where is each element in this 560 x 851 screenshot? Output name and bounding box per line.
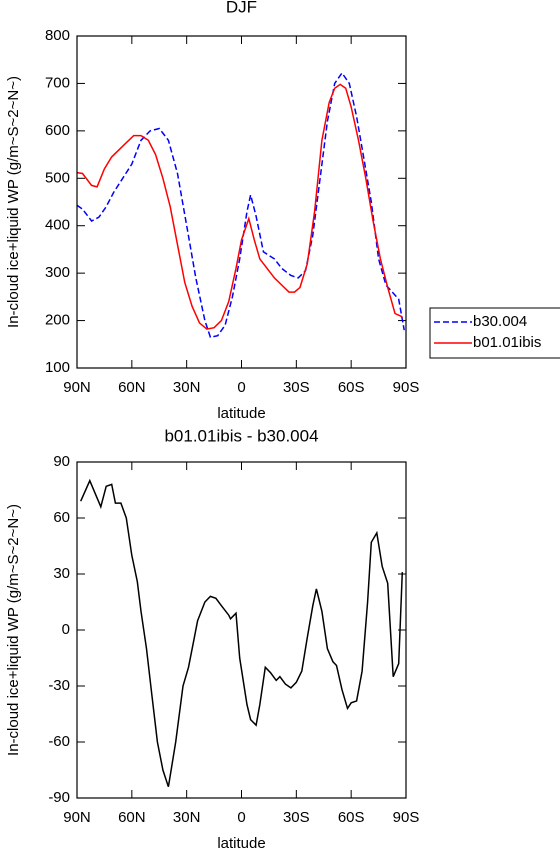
x-axis-label: latitude	[217, 835, 265, 851]
chart-title: b01.01ibis - b30.004	[164, 426, 318, 445]
y-tick-label: 600	[45, 122, 70, 139]
data-line	[80, 478, 404, 788]
data-line	[76, 83, 403, 330]
y-tick-label: -30	[48, 677, 70, 694]
x-tick-label: 90N	[63, 379, 91, 396]
y-tick-label: 800	[45, 27, 70, 44]
plot-frame	[76, 35, 407, 369]
legend-label: b01.01ibis	[473, 334, 541, 351]
x-tick-label: 60N	[118, 809, 146, 826]
x-tick-label: 0	[237, 379, 245, 396]
y-tick-label: 100	[45, 359, 70, 376]
chart-title: DJF	[226, 0, 257, 16]
x-tick-label: 90S	[393, 809, 420, 826]
y-tick-label: 400	[45, 217, 70, 234]
x-tick-label: 60N	[118, 379, 146, 396]
x-tick-label: 30N	[173, 809, 201, 826]
y-tick-label: 200	[45, 312, 70, 329]
x-tick-label: 30S	[283, 809, 310, 826]
x-tick-label: 30S	[283, 379, 310, 396]
y-tick-label: 30	[53, 565, 70, 582]
x-tick-label: 60S	[338, 809, 365, 826]
x-tick-label: 0	[237, 809, 245, 826]
y-axis-label: In-cloud ice+liquid WP (g/m~S~2~N~)	[5, 76, 22, 328]
y-tick-label: -90	[48, 789, 70, 806]
x-axis-label: latitude	[217, 405, 265, 422]
y-axis-label: In-cloud ice+liquid WP (g/m~S~2~N~)	[5, 504, 22, 756]
data-line	[76, 71, 405, 339]
plot-frame	[76, 461, 407, 799]
x-tick-label: 60S	[338, 379, 365, 396]
y-tick-label: 500	[45, 169, 70, 186]
y-tick-label: 60	[53, 509, 70, 526]
y-tick-label: 90	[53, 453, 70, 470]
x-tick-label: 30N	[173, 379, 201, 396]
y-tick-label: 700	[45, 74, 70, 91]
y-tick-label: 300	[45, 264, 70, 281]
y-tick-label: 0	[62, 621, 70, 638]
legend-box	[429, 307, 560, 359]
x-tick-label: 90S	[393, 379, 420, 396]
legend-label: b30.004	[473, 313, 527, 330]
x-tick-label: 90N	[63, 809, 91, 826]
y-tick-label: -60	[48, 733, 70, 750]
